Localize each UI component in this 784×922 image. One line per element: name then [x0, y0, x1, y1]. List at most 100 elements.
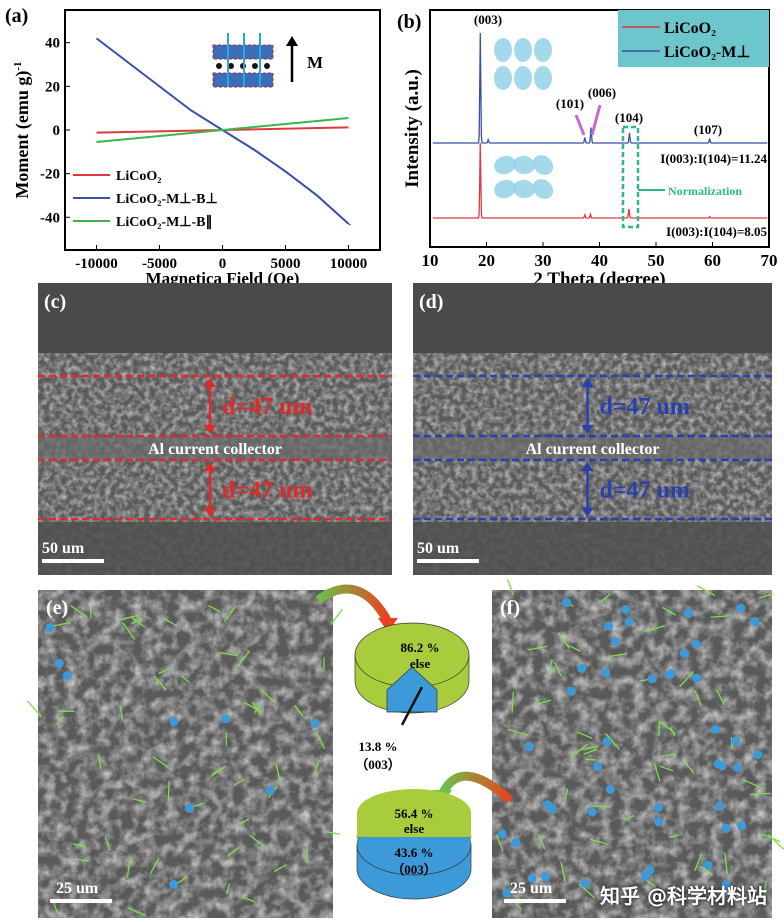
- panel-e-orientation-arrow: [241, 896, 255, 903]
- panel-c-panel-label: (c): [44, 291, 66, 313]
- panel-e-orientation-arrow: [236, 650, 251, 667]
- panel-f-003-grain-marker: [691, 639, 701, 649]
- random-grain: [513, 179, 535, 199]
- panel-f-003-grain-marker: [524, 742, 534, 752]
- peak-label-003: (003): [474, 12, 502, 27]
- panel-e-orientation-arrow: [127, 907, 146, 917]
- panel-f-orientation-arrow: [668, 834, 680, 839]
- panel-e-orientation-arrow: [52, 900, 59, 914]
- panel-f-003-grain-marker: [621, 604, 631, 614]
- xrd-pattern-0: [432, 142, 768, 219]
- x-tick-label: 60: [704, 251, 721, 270]
- pie-e-slice-003: [386, 666, 438, 713]
- panel-f-orientation-arrow: [696, 585, 716, 597]
- pie-e-pointer: [400, 686, 424, 726]
- ratio-red: I(003):I(104)=8.05: [666, 224, 767, 239]
- panel-f-003-grain-marker: [580, 878, 590, 888]
- chart-b: 10 20 30 40 50 60 702 Theta (degree)Intensity …: [397, 9, 778, 290]
- panel-f-orientation-arrow: [610, 653, 627, 657]
- panel-f-texture: [492, 590, 772, 918]
- legend-label-1: LiCoO₂-M⊥: [664, 44, 750, 61]
- panel-d-arrowhead: [581, 378, 594, 387]
- panel-e-orientation-arrow: [208, 605, 221, 613]
- panel-f-003-grain-marker: [666, 668, 676, 678]
- panel-f-003-grain-marker: [611, 636, 621, 646]
- panel-e-orientation-arrow: [315, 732, 326, 750]
- panel-f-orientation-arrow: [693, 689, 702, 706]
- y-axis-label-sup: -1: [12, 61, 24, 70]
- panel-e-orientation-arrow: [180, 675, 191, 684]
- x-tick-label: 30: [535, 251, 552, 270]
- panel-e-scale-label: 25 um: [56, 880, 99, 897]
- magnetization-arrowhead: [286, 36, 298, 46]
- pie-f-003-label: （003）: [391, 862, 437, 877]
- panel-e-orientation-arrow: [163, 617, 178, 627]
- panel-e-orientation-arrow: [225, 883, 231, 895]
- panel-c-arrowhead: [204, 462, 216, 471]
- panel-e-orientation-arrow: [275, 762, 281, 782]
- panel-e-orientation-arrow: [325, 830, 340, 836]
- panel-e-orientation-arrow: [55, 715, 65, 725]
- panel-f-003-grain-marker: [721, 880, 731, 890]
- panel-f-003-grain-marker: [562, 598, 572, 608]
- panel-f-003-grain-marker: [502, 888, 512, 898]
- panel-f-orientation-arrow: [507, 728, 529, 736]
- panel-f-orientation-arrow: [511, 691, 515, 713]
- panel-e-scale-bar: [50, 899, 112, 903]
- panel-e-orientation-arrow: [97, 754, 102, 769]
- panel-c-thickness-label: d=47 um: [222, 394, 312, 420]
- oriented-grain: [514, 38, 532, 62]
- series-line-hysteresis: [98, 39, 351, 226]
- panel-e-orientation-arrow: [227, 846, 240, 857]
- x-tick-label: 40: [591, 251, 608, 270]
- panel-f-orientation-arrow: [576, 731, 593, 739]
- panel-f-orientation-arrow: [578, 883, 596, 899]
- panel-e-orientation-arrow: [273, 864, 287, 873]
- panel-f-003-grain-marker: [679, 648, 689, 658]
- panel-f-panel-label: (f): [500, 597, 520, 619]
- panel-c-scale-bar: [42, 559, 104, 563]
- panel-f-orientation-arrow: [694, 853, 702, 872]
- lithium-atom: [264, 63, 270, 69]
- panel-e-orientation-arrow: [330, 608, 343, 625]
- panel-f-orientation-arrow: [715, 689, 725, 705]
- panel-d-background-bottom: [413, 522, 772, 575]
- panel-e-orientation-arrow: [26, 700, 42, 718]
- panel-e-orientation-arrow: [104, 836, 111, 851]
- panel-f-orientation-arrow: [659, 765, 674, 772]
- panel-e-orientation-arrow: [218, 651, 238, 657]
- panel-e-orientation-arrow: [223, 607, 236, 622]
- panel-f-orientation-arrow: [495, 834, 504, 852]
- panel-e-orientation-arrow: [152, 756, 169, 768]
- panel-f-003-grain-marker: [527, 873, 537, 883]
- panel-d-collector-band: [413, 437, 772, 459]
- panel-d-scale-bar: [417, 559, 479, 563]
- normalization-label: Normalization: [668, 184, 742, 198]
- pie-f-else-value: 56.4 %: [395, 806, 434, 821]
- y-tick-label: 40: [45, 36, 60, 52]
- panel-f-orientation-arrow: [724, 852, 728, 874]
- curved-arrow-f: [437, 771, 514, 804]
- y-axis-label: Moment (emu g)-1: [12, 61, 33, 198]
- panel-f-orientation-arrow: [592, 805, 610, 808]
- pie-e-else-value: 86.2 %: [401, 640, 440, 655]
- xrd-pattern-1: [432, 32, 768, 144]
- oriented-grain: [494, 38, 512, 62]
- panel-f-orientation-arrow: [589, 838, 608, 845]
- y-tick-label: 20: [45, 79, 60, 95]
- panel-f-003-grain-marker: [703, 860, 713, 870]
- panel-f-orientation-arrow: [557, 632, 570, 649]
- panel-c-collector-band: [38, 437, 392, 459]
- x-tick-label: -5000: [142, 256, 177, 272]
- panel-f-003-grain-marker: [711, 724, 721, 734]
- panel-f-003-grain-marker: [587, 807, 597, 817]
- peak-label-107: (107): [694, 122, 722, 137]
- panel-e-orientation-arrow: [126, 857, 131, 878]
- panel-e-003-grain-marker: [221, 714, 231, 724]
- panel-e-orientation-arrow: [76, 858, 90, 862]
- panel-f-orientation-arrow: [644, 625, 666, 633]
- x-tick-label: 50: [648, 251, 665, 270]
- panel-f-003-grain-marker: [692, 673, 702, 683]
- pointer-arrow-101: [574, 114, 586, 136]
- panel-e-orientation-arrow: [177, 876, 189, 884]
